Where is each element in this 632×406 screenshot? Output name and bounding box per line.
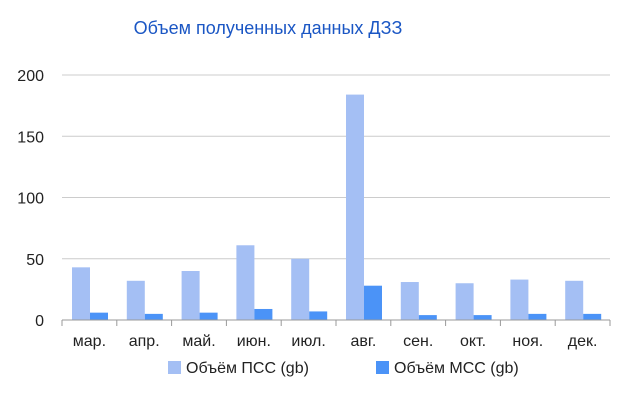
- bar-pss-4: [291, 258, 310, 320]
- legend: Объём ПСС (gb) Объём МСС (gb): [168, 360, 519, 377]
- x-tick-label: май.: [182, 333, 215, 350]
- x-tick-label: дек.: [568, 333, 598, 350]
- bar-mss-1: [144, 313, 163, 320]
- chart-title: Объем полученных данных ДЗЗ: [134, 18, 403, 38]
- bar-mss-0: [90, 312, 108, 320]
- bar-mss-2: [199, 312, 218, 320]
- bar-pss-8: [510, 279, 529, 320]
- bar-pss-6: [400, 282, 419, 320]
- bar-mss-6: [418, 315, 437, 320]
- bar-mss-9: [583, 313, 602, 320]
- bar-mss-3: [254, 308, 273, 320]
- bar-pss-1: [126, 280, 145, 320]
- y-axis-ticks: 0 50 100 150 200: [17, 68, 44, 330]
- bar-mss-4: [309, 311, 328, 320]
- x-tick-label: авг.: [351, 333, 377, 350]
- legend-label-mss: Объём МСС (gb): [394, 360, 519, 377]
- x-tick-label: сен.: [403, 333, 433, 350]
- bar-mss-7: [473, 315, 492, 320]
- bar-mss-5: [364, 285, 382, 320]
- bar-pss-3: [236, 245, 255, 320]
- legend-swatch-mss: [376, 361, 389, 374]
- x-axis-ticks: мар. апр. май. июн. июл. авг. сен. окт. ноя. дек.: [73, 333, 598, 350]
- y-tick-label: 50: [26, 252, 44, 269]
- bars: [72, 94, 602, 320]
- x-tick-label: ноя.: [512, 333, 543, 350]
- x-tick-label: апр.: [129, 333, 160, 350]
- y-tick-label: 200: [17, 68, 44, 85]
- x-tick-label: окт.: [460, 333, 486, 350]
- x-tick-label: июн.: [237, 333, 271, 350]
- y-tick-label: 0: [35, 313, 44, 330]
- bar-pss-7: [455, 283, 474, 320]
- legend-swatch-pss: [168, 361, 181, 374]
- y-tick-label: 150: [17, 129, 44, 146]
- bar-pss-9: [565, 280, 584, 320]
- bar-mss-8: [528, 313, 547, 320]
- bar-pss-5: [346, 94, 364, 320]
- x-tick-label: июл.: [291, 333, 325, 350]
- grid-lines: [62, 74, 610, 260]
- x-tick-label: мар.: [73, 333, 106, 350]
- bar-pss-2: [181, 271, 200, 320]
- x-axis: [61, 319, 611, 326]
- bar-pss-0: [72, 267, 90, 320]
- legend-label-pss: Объём ПСС (gb): [186, 360, 309, 377]
- y-tick-label: 100: [17, 191, 44, 208]
